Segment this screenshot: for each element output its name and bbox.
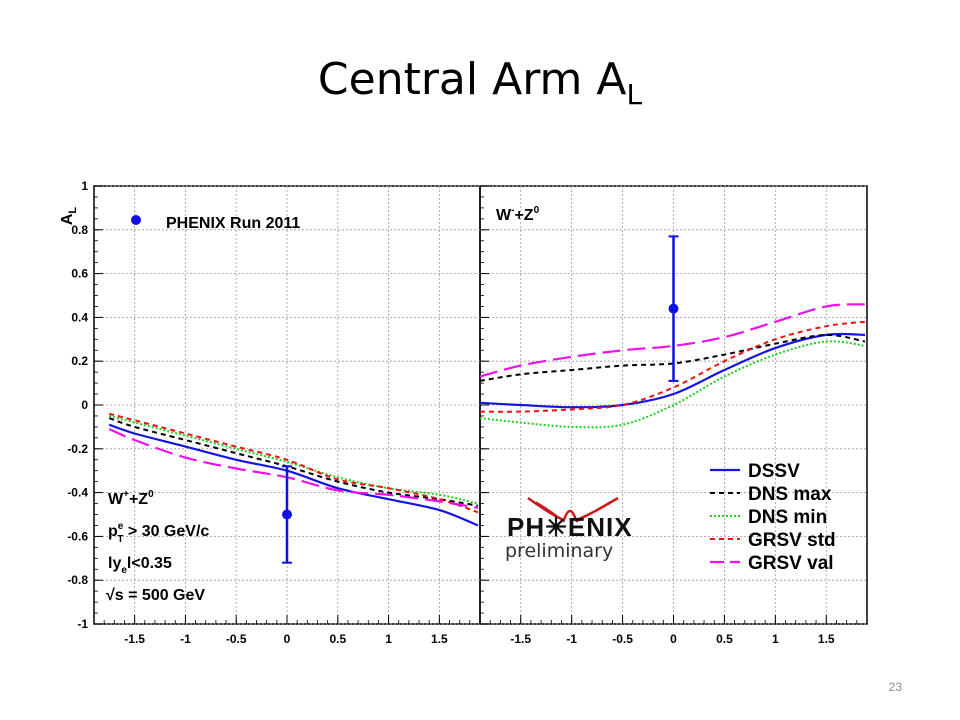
y-tick-label: 0 — [81, 398, 88, 412]
curve-dns-max — [479, 333, 866, 382]
annotation-w-plus: W++Z0 — [108, 489, 154, 508]
data-point — [282, 509, 292, 520]
x-tick-label: 0.5 — [716, 632, 733, 646]
data-point — [668, 303, 679, 314]
legend-label: DNS max — [748, 484, 832, 505]
legend-label: DSSV — [748, 461, 800, 482]
legend-label: DNS min — [748, 507, 827, 528]
annotation-sqrt-s: √s = 500 GeV — [106, 587, 205, 604]
x-tick-label: 0 — [670, 632, 677, 646]
y-tick-label: -0.2 — [67, 442, 88, 456]
left-legend-label: PHENIX Run 2011 — [166, 215, 300, 232]
annotation-pt-cut: pe T > 30 GeV/c — [108, 521, 209, 545]
left-legend-marker — [131, 215, 141, 225]
point-layer — [282, 235, 679, 564]
page-number: 23 — [888, 680, 902, 694]
y-tick-label: -0.8 — [67, 573, 88, 587]
x-tick-label: 1 — [772, 632, 779, 646]
curve-dssv — [479, 332, 866, 409]
logo-wordmark: PH✳ENIX — [507, 512, 633, 542]
x-tick-label: 0.5 — [329, 632, 346, 646]
x-tick-label: -1 — [180, 632, 191, 646]
curve-grsv-std — [479, 320, 866, 413]
curve-dns-min — [479, 340, 866, 429]
x-tick-label: 0 — [284, 632, 291, 646]
x-tick-label: 1.5 — [818, 632, 835, 646]
slide-title-main: Central Arm A — [317, 54, 627, 105]
x-tick-label: -1.5 — [124, 632, 145, 646]
x-tick-label: -1.5 — [510, 632, 531, 646]
y-tick-label: -0.4 — [67, 486, 88, 500]
x-tick-label: 1 — [385, 632, 392, 646]
legend-label: GRSV std — [748, 530, 836, 551]
x-tick-label: 1.5 — [431, 632, 448, 646]
curve-dssv — [108, 423, 479, 527]
y-tick-label: 0.6 — [71, 267, 88, 281]
curve-grsv-std — [108, 412, 479, 514]
y-tick-label: 0.8 — [71, 223, 88, 237]
y-tick-label: -1 — [77, 617, 88, 631]
y-tick-label: 0.4 — [71, 310, 88, 324]
curve-dns-min — [108, 415, 479, 505]
curve-grsv-val — [479, 303, 866, 378]
slide-title: Central Arm AL — [0, 58, 960, 109]
logo-preliminary: preliminary — [505, 540, 614, 562]
annotation-w-minus: W-+Z0 — [496, 205, 540, 224]
y-tick-label: 1 — [81, 179, 88, 193]
x-tick-label: -0.5 — [612, 632, 633, 646]
x-tick-label: -1 — [566, 632, 577, 646]
legend-label: GRSV val — [748, 553, 834, 574]
annotation-rapidity-cut: lyel<0.35 — [108, 555, 172, 576]
tick-layer: -1.5 -1 -0.5 0 0.5 1 1.5 1 0.8 0.6 0.4 0.2 0 -0.2 -0.4… — [67, 179, 858, 646]
y-tick-label: 0.2 — [71, 354, 88, 368]
phenix-logo — [527, 496, 619, 523]
slide-title-subscript: L — [626, 78, 643, 111]
y-tick-label: -0.6 — [67, 529, 88, 543]
x-tick-label: -0.5 — [226, 632, 247, 646]
